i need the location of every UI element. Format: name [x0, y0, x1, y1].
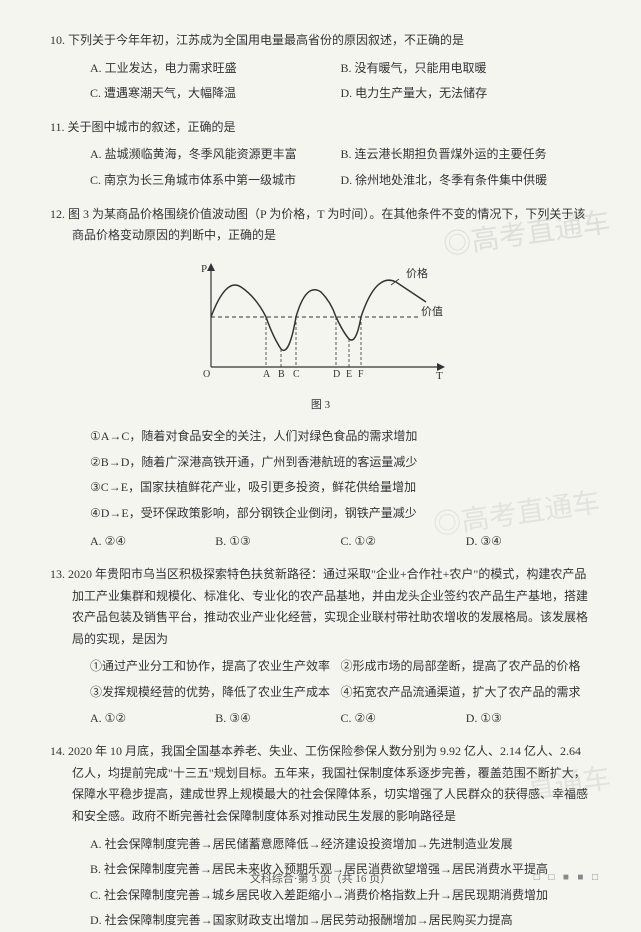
page-footer: 文科综合·第 3 页（共 16 页） — [50, 870, 591, 890]
q13-stmt-1: ①通过产业分工和协作，提高了农业生产效率 — [90, 656, 341, 678]
q10-option-c: C. 遭遇寒潮天气，大幅降温 — [90, 83, 341, 105]
q12-stmt-4: ④D→E，受环保政策影响，部分钢铁企业倒闭，钢铁产量减少 — [90, 503, 591, 525]
q14-stem: 14. 2020 年 10 月底，我国全国基本养老、失业、工伤保险参保人数分别为… — [50, 741, 591, 827]
q10-option-d: D. 电力生产量大，无法储存 — [341, 83, 592, 105]
q12-option-d: D. ③④ — [466, 531, 591, 553]
q12-option-a: A. ②④ — [90, 531, 215, 553]
svg-text:E: E — [346, 369, 352, 380]
price-wave-chart: P T O A B C D E F 价格 价值 — [181, 257, 461, 387]
q13-stmt-2: ②形成市场的局部垄断，提高了农产品的价格 — [341, 656, 592, 678]
q12-stmt-1: ①A→C，随着对食品安全的关注，人们对绿色食品的需求增加 — [90, 426, 591, 448]
question-12: 12. 图 3 为某商品价格围绕价值波动图（P 为价格，T 为时间）。在其他条件… — [50, 204, 591, 553]
q14-option-a: A. 社会保障制度完善→居民储蓄意愿降低→经济建设投资增加→先进制造业发展 — [50, 834, 591, 856]
q11-option-b: B. 连云港长期担负晋煤外运的主要任务 — [341, 144, 592, 166]
q13-option-b: B. ③④ — [215, 708, 340, 730]
question-14: 14. 2020 年 10 月底，我国全国基本养老、失业、工伤保险参保人数分别为… — [50, 741, 591, 932]
q12-option-b: B. ①③ — [215, 531, 340, 553]
q13-option-a: A. ①② — [90, 708, 215, 730]
chart-caption: 图 3 — [50, 396, 591, 416]
x-axis-label: T — [436, 370, 443, 382]
q10-option-b: B. 没有暖气，只能用电取暖 — [341, 58, 592, 80]
question-10: 10. 下列关于今年年初，江苏成为全国用电量最高省份的原因叙述，不正确的是 A.… — [50, 30, 591, 105]
y-axis-label: P — [201, 263, 207, 275]
q13-stem: 13. 2020 年贵阳市乌当区积极探索特色扶贫新路径：通过采取"企业+合作社+… — [50, 564, 591, 650]
q10-option-a: A. 工业发达，电力需求旺盛 — [90, 58, 341, 80]
q10-stem: 10. 下列关于今年年初，江苏成为全国用电量最高省份的原因叙述，不正确的是 — [50, 30, 591, 52]
svg-text:C: C — [293, 369, 300, 380]
svg-text:F: F — [358, 369, 364, 380]
q13-stmt-4: ④拓宽农产品流通渠道，扩大了农产品的需求 — [341, 682, 592, 704]
q13-stmt-3: ③发挥规模经营的优势，降低了农业生产成本 — [90, 682, 341, 704]
q11-stem: 11. 关于图中城市的叙述，正确的是 — [50, 117, 591, 139]
q11-option-c: C. 南京为长三角城市体系中第一级城市 — [90, 170, 341, 192]
question-13: 13. 2020 年贵阳市乌当区积极探索特色扶贫新路径：通过采取"企业+合作社+… — [50, 564, 591, 729]
question-11: 11. 关于图中城市的叙述，正确的是 A. 盐城濒临黄海，冬季风能资源更丰富 B… — [50, 117, 591, 192]
q12-option-c: C. ①② — [341, 531, 466, 553]
svg-text:O: O — [203, 369, 210, 380]
q14-option-d: D. 社会保障制度完善→国家财政支出增加→居民劳动报酬增加→居民购买力提高 — [50, 910, 591, 932]
q12-stmt-3: ③C→E，国家扶植鲜花产业，吸引更多投资，鲜花供给量增加 — [90, 477, 591, 499]
svg-text:D: D — [333, 369, 340, 380]
q13-option-c: C. ②④ — [341, 708, 466, 730]
curve-label: 价格 — [406, 266, 428, 280]
q12-stem: 12. 图 3 为某商品价格围绕价值波动图（P 为价格，T 为时间）。在其他条件… — [50, 204, 591, 247]
q12-stmt-2: ②B→D，随着广深港高铁开通，广州到香港航班的客运量减少 — [90, 452, 591, 474]
value-line-label: 价值 — [421, 305, 443, 318]
q13-option-d: D. ①③ — [466, 708, 591, 730]
svg-text:A: A — [263, 369, 271, 380]
page-marks: □ □ ■ ■ □ — [534, 869, 601, 887]
q12-chart: P T O A B C D E F 价格 价值 图 3 — [50, 257, 591, 416]
svg-text:B: B — [278, 369, 285, 380]
q11-option-a: A. 盐城濒临黄海，冬季风能资源更丰富 — [90, 144, 341, 166]
q11-option-d: D. 徐州地处淮北，冬季有条件集中供暖 — [341, 170, 592, 192]
